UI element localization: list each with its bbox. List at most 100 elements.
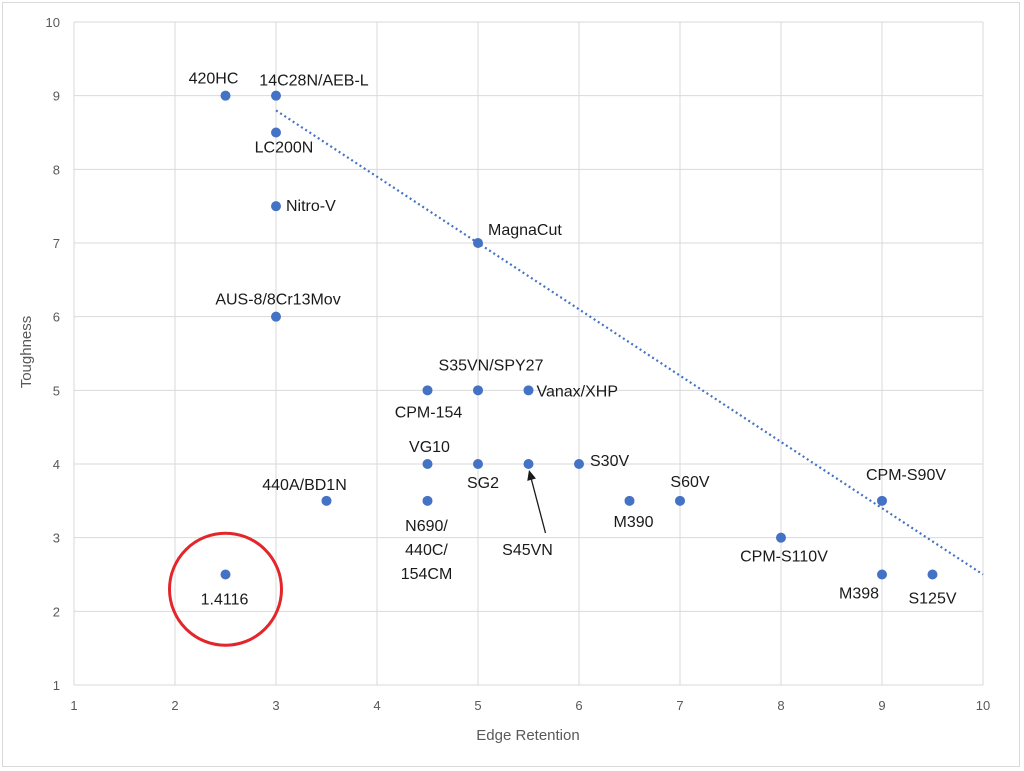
point-label: CPM-S90V [866, 467, 946, 484]
point-label-line: S35VN/SPY27 [439, 357, 544, 374]
point-label: 440A/BD1N [262, 477, 347, 494]
data-point [473, 459, 483, 469]
x-tick-label: 9 [878, 698, 885, 713]
y-tick-label: 9 [53, 89, 60, 104]
data-point [271, 127, 281, 138]
point-label-line: 440C/ [405, 542, 448, 559]
point-label-line: 154CM [401, 566, 453, 583]
x-tick-label: 2 [171, 698, 178, 713]
point-label-line: M398 [839, 586, 879, 603]
data-point [422, 385, 433, 396]
point-label: S45VN [502, 542, 553, 559]
point-label-line: S60V [670, 474, 709, 491]
x-axis-title: Edge Retention [476, 727, 579, 744]
data-point [321, 495, 332, 506]
data-point [776, 532, 786, 543]
x-tick-label: 3 [272, 698, 279, 713]
arrow-head [527, 470, 536, 481]
point-label-line: 14C28N/AEB-L [259, 73, 368, 90]
point-label: M398 [839, 586, 879, 603]
y-tick-label: 4 [53, 457, 60, 472]
data-point [927, 569, 938, 580]
point-label: S60V [670, 474, 709, 491]
x-tick-label: 6 [575, 698, 582, 713]
point-label-line: S30V [590, 453, 629, 470]
s45vn-arrow [527, 470, 547, 534]
point-label-line: 440A/BD1N [262, 477, 347, 494]
y-tick-label: 7 [53, 236, 60, 251]
point-label: Nitro-V [286, 198, 336, 215]
data-point [422, 459, 433, 469]
x-tick-label: 7 [676, 698, 683, 713]
point-label-line: Vanax/XHP [537, 383, 619, 400]
point-label: 1.4116 [201, 592, 249, 609]
y-tick-label: 8 [53, 162, 60, 177]
x-tick-label: 1 [70, 698, 77, 713]
gridlines [73, 21, 984, 686]
point-label: MagnaCut [488, 222, 562, 239]
point-label: S125V [908, 591, 956, 608]
point-label-line: M390 [613, 514, 653, 531]
point-label-line: Nitro-V [286, 198, 336, 215]
data-point [624, 495, 635, 506]
data-point [523, 459, 534, 469]
point-label: AUS-8/8Cr13Mov [215, 292, 340, 309]
data-point [877, 495, 887, 506]
x-tick-label: 5 [474, 698, 481, 713]
y-tick-label: 6 [53, 310, 60, 325]
data-point [271, 90, 281, 101]
point-label-line: CPM-154 [395, 404, 463, 421]
point-label-line: AUS-8/8Cr13Mov [215, 292, 340, 309]
point-label: M390 [613, 514, 653, 531]
data-points [220, 90, 938, 580]
x-axis-ticks: 1 2 3 4 5 6 7 8 9 10 [70, 698, 990, 713]
point-label: N690/440C/154CM [401, 518, 453, 583]
point-label-line: SG2 [467, 475, 499, 492]
data-point [271, 201, 281, 212]
y-tick-label: 1 [53, 678, 60, 693]
y-axis-title: Toughness [18, 316, 35, 389]
x-tick-label: 8 [777, 698, 784, 713]
point-label-line: N690/ [405, 518, 448, 535]
point-label-line: CPM-S90V [866, 467, 946, 484]
x-tick-label: 4 [373, 698, 380, 713]
data-point [271, 311, 281, 322]
y-tick-label: 5 [53, 383, 60, 398]
point-label-line: MagnaCut [488, 222, 562, 239]
data-point [877, 569, 887, 580]
data-labels: 420HC 14C28N/AEB-L LC200N Nitro-V AUS-8/8Cr1… [189, 71, 957, 609]
data-point [574, 459, 584, 469]
data-point [220, 569, 231, 580]
y-axis-ticks: 1 2 3 4 5 6 7 8 9 10 [46, 15, 60, 693]
point-label: CPM-154 [395, 404, 463, 421]
point-label: 420HC [189, 71, 239, 88]
y-tick-label: 3 [53, 531, 60, 546]
point-label: 14C28N/AEB-L [259, 73, 368, 90]
point-label-line: 420HC [189, 71, 239, 88]
point-label-line: VG10 [409, 439, 450, 456]
point-label: SG2 [467, 475, 499, 492]
highlight-circle [168, 531, 283, 647]
data-point [523, 385, 534, 396]
point-label: S30V [590, 453, 629, 470]
point-label: LC200N [255, 140, 314, 157]
point-label-line: S45VN [502, 542, 553, 559]
y-tick-label: 10 [46, 15, 60, 30]
trendline [275, 109, 984, 576]
point-label: VG10 [409, 439, 450, 456]
data-point [220, 90, 231, 101]
point-label-line: LC200N [255, 140, 314, 157]
point-label: Vanax/XHP [537, 383, 619, 400]
point-label: CPM-S110V [740, 549, 828, 566]
data-point [473, 385, 483, 396]
x-tick-label: 10 [976, 698, 990, 713]
point-label-line: 1.4116 [201, 592, 249, 609]
point-label-line: CPM-S110V [740, 549, 828, 566]
data-point [473, 238, 483, 248]
data-point [675, 495, 685, 506]
arrow-shaft [529, 475, 547, 534]
point-label: S35VN/SPY27 [439, 357, 544, 374]
point-label-line: S125V [908, 591, 956, 608]
